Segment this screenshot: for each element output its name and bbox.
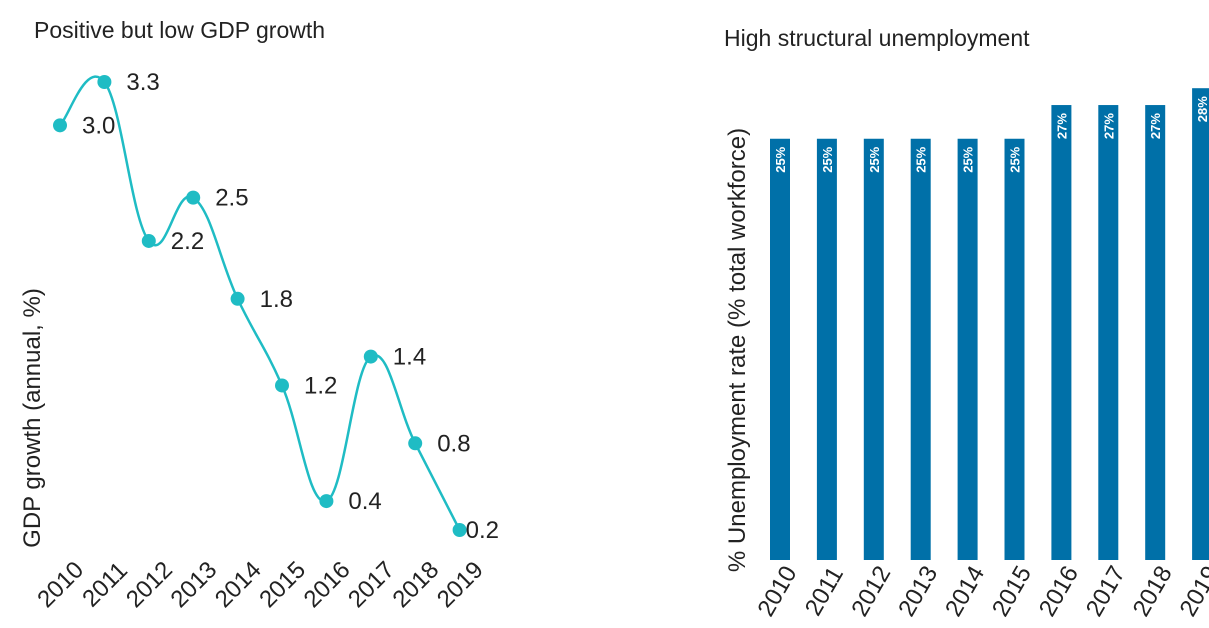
gdp-series-line xyxy=(59,75,461,531)
unemployment-bar xyxy=(1145,105,1166,561)
gdp-point-labels: 3.0 3.3 2.2 2.5 1.8 1.2 0.4 1.4 0.8 0.2 xyxy=(82,69,499,544)
gdp-point-label: 3.0 xyxy=(82,112,115,139)
unemployment-bar xyxy=(1051,105,1072,561)
unemployment-x-tick-label: 2018 xyxy=(1128,561,1178,621)
unemployment-bar xyxy=(770,138,790,560)
unemployment-bar-label: 27% xyxy=(1101,113,1116,139)
gdp-point-label: 2.2 xyxy=(171,228,204,255)
gdp-x-tick-label: 2013 xyxy=(165,556,222,613)
gdp-chart-title: Positive but low GDP growth xyxy=(34,17,325,43)
unemployment-x-tick-label: 2017 xyxy=(1081,561,1131,621)
gdp-point-label: 1.8 xyxy=(260,286,293,313)
gdp-points xyxy=(53,75,467,537)
unemployment-x-tick-label: 2010 xyxy=(752,561,802,621)
unemployment-bar xyxy=(957,138,978,560)
gdp-x-tick-label: 2010 xyxy=(32,556,89,613)
gdp-x-tick-label: 2017 xyxy=(343,556,400,613)
unemployment-bar-label: 25% xyxy=(820,146,835,172)
gdp-x-tick-label: 2019 xyxy=(432,556,489,613)
unemployment-bar xyxy=(1192,88,1209,560)
unemployment-chart-title: High structural unemployment xyxy=(724,25,1030,51)
unemployment-bar xyxy=(910,138,931,560)
gdp-point-label: 0.8 xyxy=(437,430,470,457)
gdp-point-label: 1.4 xyxy=(393,344,426,371)
gdp-point xyxy=(319,494,334,509)
unemployment-bar-label: 25% xyxy=(914,146,929,172)
unemployment-bar xyxy=(1004,138,1025,560)
gdp-point xyxy=(186,190,201,205)
gdp-y-axis-label: GDP growth (annual, %) xyxy=(19,288,46,548)
gdp-x-tick-label: 2014 xyxy=(210,556,267,613)
gdp-point-label: 1.2 xyxy=(304,372,337,399)
unemployment-bar xyxy=(1098,105,1119,561)
gdp-x-tick-label: 2015 xyxy=(254,556,311,613)
unemployment-bar-label: 27% xyxy=(1148,113,1163,139)
gdp-point xyxy=(408,436,423,451)
unemployment-x-tick-label: 2013 xyxy=(893,561,943,621)
gdp-x-tick-label: 2018 xyxy=(387,556,444,613)
gdp-x-tick-label: 2012 xyxy=(121,556,178,613)
unemployment-x-tick-label: 2011 xyxy=(800,562,849,620)
gdp-point xyxy=(363,349,378,364)
unemployment-bar-label: 25% xyxy=(961,146,976,172)
gdp-point-label: 2.5 xyxy=(215,185,248,212)
gdp-point xyxy=(97,75,112,89)
unemployment-bar-label: 25% xyxy=(1008,146,1023,172)
gdp-chart: Positive but low GDP growth GDP growth (… xyxy=(19,17,499,613)
gdp-point xyxy=(141,233,156,248)
unemployment-bar-labels: 25% 25% 25% 25% 25% 25% 27% 27% 27% 28% xyxy=(773,96,1209,173)
gdp-point xyxy=(275,378,289,393)
unemployment-bar-label: 28% xyxy=(1195,96,1209,122)
gdp-point xyxy=(230,291,245,306)
unemployment-bar xyxy=(863,138,884,560)
unemployment-bar xyxy=(816,138,837,560)
unemployment-y-axis-label: % Unemployment rate (% total workforce) xyxy=(724,128,751,572)
unemployment-chart: High structural unemployment % Unemploym… xyxy=(724,25,1209,621)
unemployment-x-tick-label: 2014 xyxy=(940,561,990,621)
unemployment-x-tick-label: 2012 xyxy=(846,561,896,621)
unemployment-x-tick-label: 2019 xyxy=(1175,561,1209,621)
gdp-point-label: 3.3 xyxy=(126,69,159,96)
unemployment-x-tick-label: 2015 xyxy=(987,561,1037,621)
gdp-point-label: 0.4 xyxy=(348,488,381,515)
unemployment-bar-label: 25% xyxy=(867,146,882,172)
gdp-point xyxy=(53,118,67,133)
unemployment-bar-label: 25% xyxy=(773,146,788,172)
gdp-point xyxy=(452,523,467,537)
unemployment-bar-label: 27% xyxy=(1054,113,1069,139)
gdp-point-label: 0.2 xyxy=(466,517,499,544)
unemployment-x-tick-label: 2016 xyxy=(1034,561,1084,621)
unemployment-bars xyxy=(770,88,1209,561)
gdp-x-tick-label: 2011 xyxy=(77,557,133,613)
gdp-x-tick-label: 2016 xyxy=(299,556,356,613)
